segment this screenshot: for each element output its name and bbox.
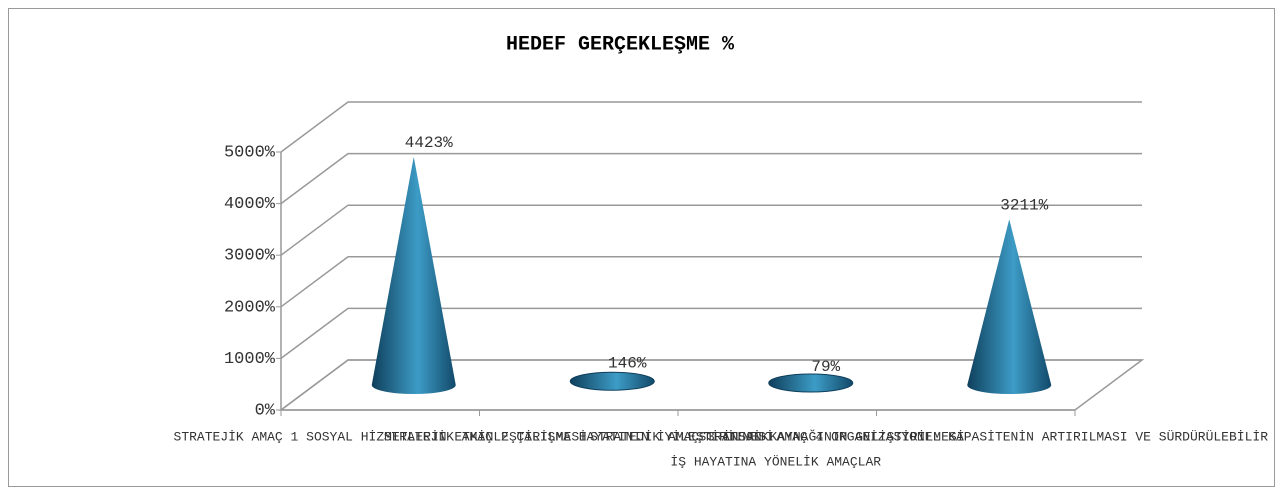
y-tick-label: 5000% — [224, 143, 276, 162]
cone — [967, 219, 1052, 394]
grid-line — [280, 256, 1142, 308]
grid-line — [280, 152, 1142, 205]
cone — [768, 373, 854, 393]
grid-line — [280, 307, 1142, 360]
y-tick-label: 0% — [255, 401, 276, 420]
y-tick-label: 2000% — [224, 298, 276, 317]
x-tick-label: STRATEJİK AMAÇ 2 ÇALIŞMA HAYATININ İYİLE… — [384, 429, 774, 444]
x-tick-label: STRATEJİK AMAÇ 3 İNSAN KAYNAĞININ GELİŞT… — [590, 429, 964, 444]
grid-line — [280, 359, 1142, 411]
y-tick-label: 1000% — [224, 350, 276, 369]
value-label: 4423% — [405, 134, 453, 152]
cone — [569, 371, 655, 391]
cone — [371, 156, 456, 394]
x-tick-label: İŞ HAYATINA YÖNELİK AMAÇLAR — [670, 454, 881, 469]
value-label: 146% — [608, 355, 647, 373]
grid-line — [280, 204, 1142, 256]
y-tick-label: 4000% — [224, 195, 276, 214]
value-label: 79% — [811, 358, 840, 376]
chart-title: HEDEF GERÇEKLEŞME % — [506, 33, 735, 56]
chart-border — [8, 8, 1275, 487]
x-tick-label: STRATEJİK AMAÇ 4 ORGANİZASYONEL KAPASİTE… — [699, 429, 1269, 444]
value-label: 3211% — [1000, 197, 1048, 215]
x-tick-label: STRATEJİK AMAÇ 1 SOSYAL HİZMETLERİN ETKİ… — [174, 429, 587, 444]
grid-line — [280, 101, 1142, 153]
y-tick-label: 3000% — [224, 247, 276, 266]
